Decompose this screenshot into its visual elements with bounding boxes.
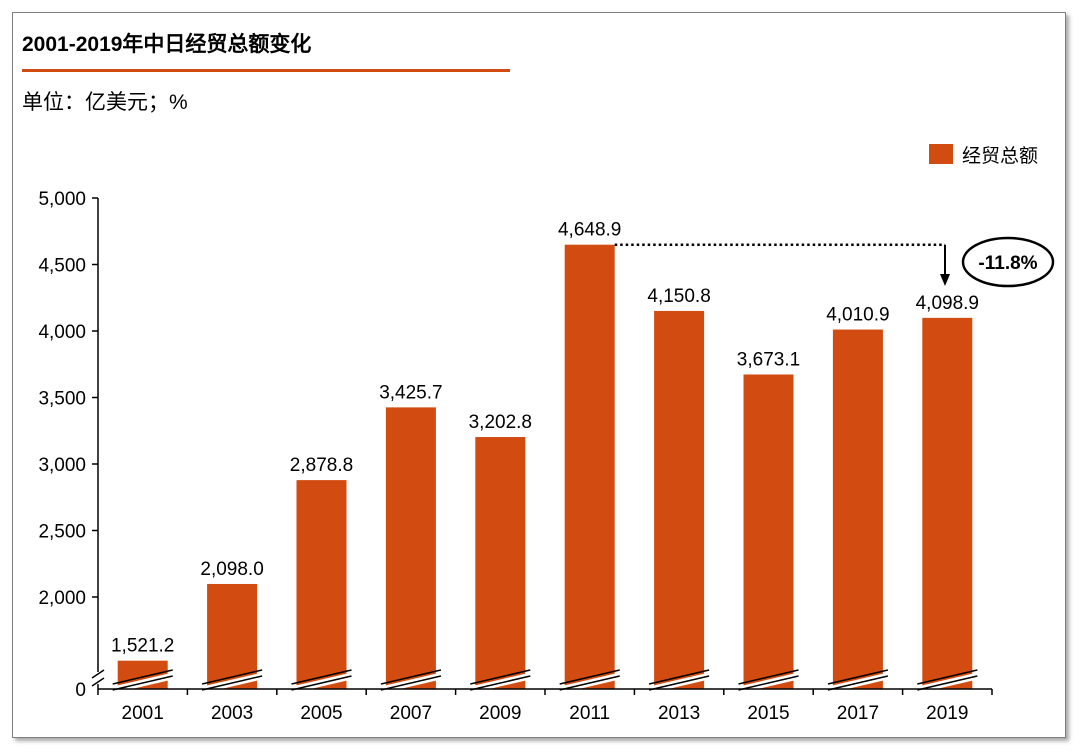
x-tick-label-2013: 2013: [658, 703, 700, 724]
y-tick-label-5000: 5,000: [38, 189, 86, 210]
data-label-2001: 1,521.2: [111, 636, 174, 657]
axis-break-mark-2007: [378, 669, 443, 693]
axis-break-mark-2009: [468, 669, 533, 693]
y-tick-label-4500: 4,500: [38, 256, 86, 277]
y-tick-label-3000: 3,000: [38, 455, 86, 476]
bar-2017: [832, 329, 883, 689]
bar-2011: [564, 244, 615, 690]
legend-label: 经贸总额: [962, 145, 1038, 167]
axis-break-mark-2003: [200, 669, 265, 693]
axis-break-mark-2015: [736, 669, 801, 693]
x-tick-label-2009: 2009: [479, 703, 521, 724]
y-tick-label-4000: 4,000: [38, 322, 86, 343]
y-tick-label-2000: 2,000: [38, 588, 86, 609]
bar-2005: [296, 480, 347, 689]
y-axis-break-mark: [91, 669, 105, 687]
x-tick-label-2001: 2001: [122, 703, 164, 724]
axis-break-mark-2005: [289, 669, 354, 693]
legend-swatch: [929, 144, 953, 164]
x-tick-label-2015: 2015: [747, 703, 789, 724]
axis-break-mark-2013: [647, 669, 712, 693]
bar-2013: [654, 310, 705, 689]
x-tick-label-2019: 2019: [926, 703, 968, 724]
data-label-2003: 2,098.0: [200, 559, 263, 580]
data-label-2019: 4,098.9: [916, 293, 979, 314]
axis-break-mark-2001: [110, 669, 175, 693]
bar-2009: [475, 437, 526, 689]
x-tick-label-2017: 2017: [837, 703, 879, 724]
unit-label: 单位：亿美元；%: [22, 91, 188, 114]
bar-2015: [743, 374, 794, 689]
data-label-2017: 4,010.9: [826, 305, 889, 326]
title-underline: [22, 69, 510, 72]
axis-break-mark-2011: [557, 669, 622, 693]
x-tick-label-2003: 2003: [211, 703, 253, 724]
y-tick-label-2500: 2,500: [38, 522, 86, 543]
data-label-2009: 3,202.8: [469, 412, 532, 433]
data-label-2011: 4,648.9: [558, 220, 621, 241]
y-tick-label-0: 0: [75, 680, 86, 701]
x-tick-label-2005: 2005: [300, 703, 342, 724]
data-label-2007: 3,425.7: [379, 382, 442, 403]
bar-2007: [385, 407, 436, 689]
data-label-2015: 3,673.1: [737, 349, 800, 370]
y-tick-label-3500: 3,500: [38, 389, 86, 410]
bar-2019: [922, 317, 973, 689]
axis-break-mark-2017: [825, 669, 890, 693]
x-tick-label-2007: 2007: [390, 703, 432, 724]
axis-break-mark-2019: [915, 669, 980, 693]
annotation-ellipse: [961, 236, 1055, 288]
data-label-2005: 2,878.8: [290, 455, 353, 476]
data-label-2013: 4,150.8: [647, 286, 710, 307]
x-tick-label-2011: 2011: [569, 703, 610, 724]
bar-2003: [207, 583, 258, 689]
chart-frame: [12, 12, 1066, 738]
annotation-percent-label: -11.8%: [978, 253, 1037, 274]
annotation-arrowhead: [940, 274, 950, 286]
chart-title: 2001-2019年中日经贸总额变化: [22, 33, 312, 56]
